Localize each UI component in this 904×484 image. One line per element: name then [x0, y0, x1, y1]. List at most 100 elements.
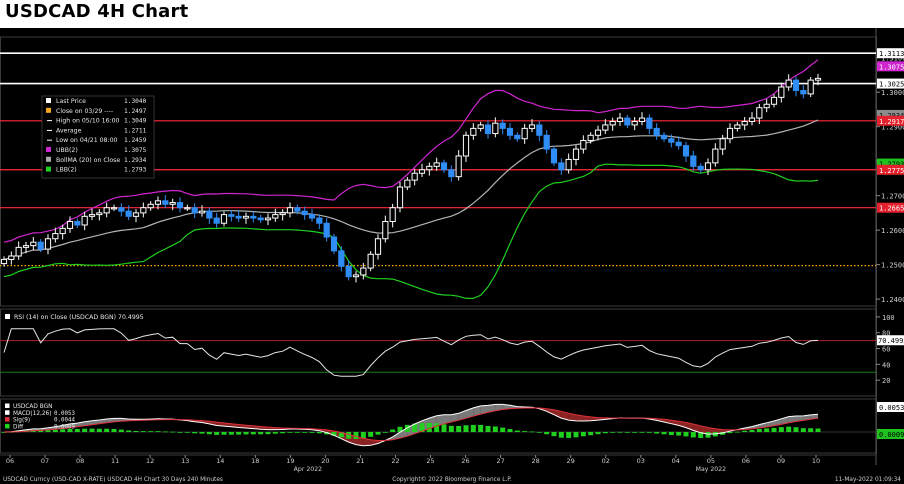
macd-hist-bar [690, 432, 696, 438]
candle-body [763, 103, 770, 109]
macd-hist-bar [720, 432, 726, 435]
candle-body [286, 207, 294, 214]
price-label-box [877, 202, 904, 213]
macd-fill [451, 413, 459, 422]
candle-body [110, 207, 118, 210]
candle-body [448, 169, 455, 178]
candle-body [176, 202, 184, 209]
legend-label: LBB(2) [56, 167, 77, 174]
candle-body [807, 79, 814, 95]
macd-legend-marker [5, 423, 10, 429]
x-tick-label: 28 [532, 457, 540, 465]
macd-hist-bar [705, 432, 711, 438]
legend-label: Low on 04/21 08:00 [56, 137, 118, 144]
macd-hist-bar [771, 427, 777, 432]
candle-body [748, 117, 756, 122]
macd-legend-value: 0.0044 [54, 418, 75, 424]
macd-legend-label: Sig(9) [13, 418, 30, 424]
legend-label: BollMA (20) on Close [56, 157, 120, 164]
macd-hist-bar [250, 432, 256, 435]
candle-body [792, 79, 800, 91]
macd-hist-bar [756, 429, 762, 432]
macd-hist-bar [764, 428, 770, 432]
macd-fill [554, 409, 562, 419]
macd-hist-bar [749, 429, 755, 432]
macd-hist-bar [514, 430, 520, 432]
macd-hist-bar [353, 432, 359, 439]
macd-hist-bar [390, 429, 396, 432]
candle-body [184, 207, 191, 210]
macd-hist-bar [668, 432, 674, 435]
macd-hist-bar [133, 430, 139, 432]
legend-value: 1.2459 [124, 137, 147, 144]
macd-hist-bar [302, 432, 308, 433]
candle-body [521, 127, 528, 140]
macd-fill [568, 413, 576, 421]
macd-hist-bar [170, 431, 176, 433]
macd-hist-bar [206, 432, 212, 435]
candle-body [418, 169, 426, 174]
macd-hist-bar [265, 432, 271, 435]
candle-body [30, 241, 37, 247]
y-tick-label: 1.3100 [881, 55, 904, 63]
candle-body [587, 134, 594, 141]
macd-hist-bar [522, 431, 528, 432]
candle-body [44, 238, 52, 250]
macd-hist-bar [382, 432, 388, 433]
x-tick-label: 08 [76, 457, 84, 465]
middle-band-line [3, 119, 819, 260]
macd-hist-bar [74, 428, 80, 432]
candle-body [37, 241, 44, 250]
macd-legend-marker [5, 403, 10, 408]
legend-value: 1.3040 [124, 98, 147, 105]
candle-body [704, 162, 712, 171]
macd-hist-bar [177, 432, 183, 433]
macd-hist-bar [580, 432, 586, 437]
rsi-value-box [877, 335, 904, 346]
candle-body [682, 145, 690, 157]
price-label-box [877, 115, 904, 126]
macd-hist-bar [610, 432, 616, 433]
candle-body [250, 215, 257, 219]
candle-body [88, 214, 96, 217]
candle-body [360, 267, 367, 276]
candle-body [257, 217, 264, 221]
candle-body [616, 117, 624, 122]
macd-hist-bar [221, 432, 227, 435]
macd-legend-label: USDCAD BGN [13, 404, 52, 410]
signal-line [3, 407, 819, 441]
macd-hist-bar [588, 432, 594, 436]
macd-hist-bar [800, 428, 806, 432]
macd-hist-bar [52, 429, 58, 432]
macd-hist-bar [368, 432, 374, 437]
legend-value: 1.2711 [124, 127, 147, 134]
candle-body [814, 77, 822, 81]
candle-body [316, 217, 323, 224]
candle-body [426, 165, 433, 171]
macd-hist-bar [111, 428, 117, 432]
macd-hist-bar [228, 432, 234, 435]
rsi-value: 70.4995 [878, 337, 904, 345]
macd-fill [686, 422, 694, 431]
macd-hist-bar [536, 432, 542, 433]
candle-body [242, 215, 250, 219]
macd-hist-bar [507, 429, 513, 432]
macd-hist-bar [602, 432, 608, 434]
macd-hist-bar [470, 424, 476, 432]
macd-hist-bar [500, 427, 506, 432]
candle-body [103, 207, 110, 214]
x-tick-label: 02 [602, 457, 610, 465]
upper-band-line [3, 59, 819, 243]
macd-legend-value: 0.0053 [54, 411, 75, 417]
candle-body [81, 215, 88, 226]
candle-body [169, 202, 176, 205]
candle-body [558, 162, 565, 171]
price-label-box [877, 61, 904, 72]
price-label: 1.2917 [879, 118, 904, 126]
rsi-tick-label: 60 [882, 346, 890, 354]
x-tick-label: 07 [41, 457, 49, 465]
candle-body [646, 117, 653, 129]
price-label: 1.2775 [879, 167, 904, 175]
chart-title-bar: USDCAD 4H Chart [0, 0, 904, 28]
macd-fill [546, 408, 554, 415]
